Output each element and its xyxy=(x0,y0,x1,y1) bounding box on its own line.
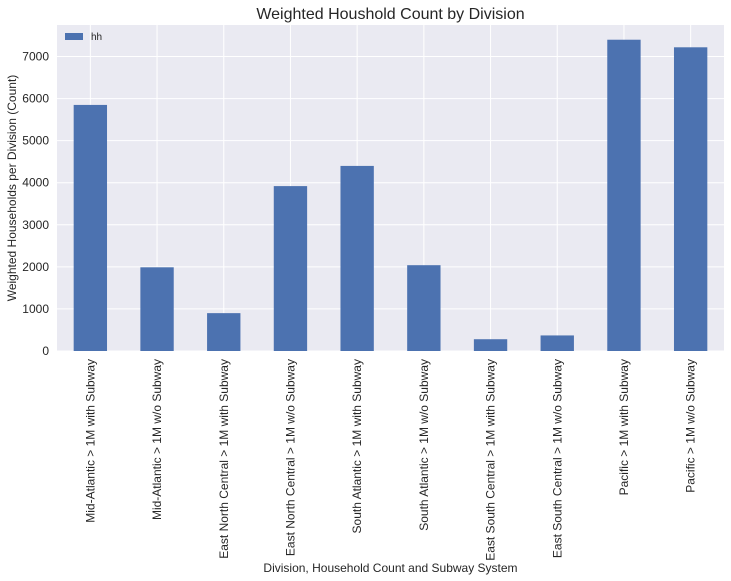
x-tick-label: East North Central > 1M with Subway xyxy=(217,359,231,559)
bar xyxy=(140,267,174,351)
y-tick-label: 3000 xyxy=(22,218,49,232)
chart-title: Weighted Houshold Count by Division xyxy=(256,6,524,23)
bar xyxy=(607,39,641,351)
bar xyxy=(473,339,508,351)
legend-swatch xyxy=(65,33,83,40)
x-tick-label: Mid-Atlantic > 1M with Subway xyxy=(83,359,97,523)
x-tick-label: South Atlantic > 1M with Subway xyxy=(350,359,364,533)
x-tick-label: Pacific > 1M with Subway xyxy=(617,359,631,495)
legend-label: hh xyxy=(91,32,102,43)
x-tick-label: Mid-Atlantic > 1M w/o Subway xyxy=(150,359,164,520)
bar xyxy=(673,47,708,352)
x-tick-label: South Atlantic > 1M w/o Subway xyxy=(417,359,431,531)
y-tick-label: 1000 xyxy=(22,302,49,316)
legend: hh xyxy=(65,32,102,43)
y-tick-label: 2000 xyxy=(22,260,49,274)
x-axis-ticks: Mid-Atlantic > 1M with Subway Mid-Atlanti… xyxy=(83,359,697,561)
bar xyxy=(273,186,308,351)
x-tick-label: East South Central > 1M w/o Subway xyxy=(550,359,564,558)
y-tick-label: 5000 xyxy=(22,134,49,148)
bars xyxy=(73,39,708,352)
bar xyxy=(340,165,374,351)
x-axis-label: Division, Household Count and Subway Sys… xyxy=(263,561,517,575)
x-tick-label: Pacific > 1M w/o Subway xyxy=(684,359,698,493)
x-tick-label: East North Central > 1M w/o Subway xyxy=(283,359,297,556)
bar xyxy=(207,313,241,351)
y-tick-label: 4000 xyxy=(22,176,49,190)
y-tick-label: 0 xyxy=(42,344,49,358)
y-tick-label: 6000 xyxy=(22,92,49,106)
grid-lines xyxy=(57,25,724,352)
y-axis-ticks: 0 1000 2000 3000 4000 5000 6000 7000 xyxy=(22,50,49,358)
y-axis-label: Weighted Households per Division (Count) xyxy=(5,75,19,302)
y-tick-label: 7000 xyxy=(22,50,49,64)
bar xyxy=(73,104,108,351)
bar xyxy=(540,335,574,351)
x-tick-label: East South Central > 1M with Subway xyxy=(484,359,498,561)
bar xyxy=(407,265,441,351)
